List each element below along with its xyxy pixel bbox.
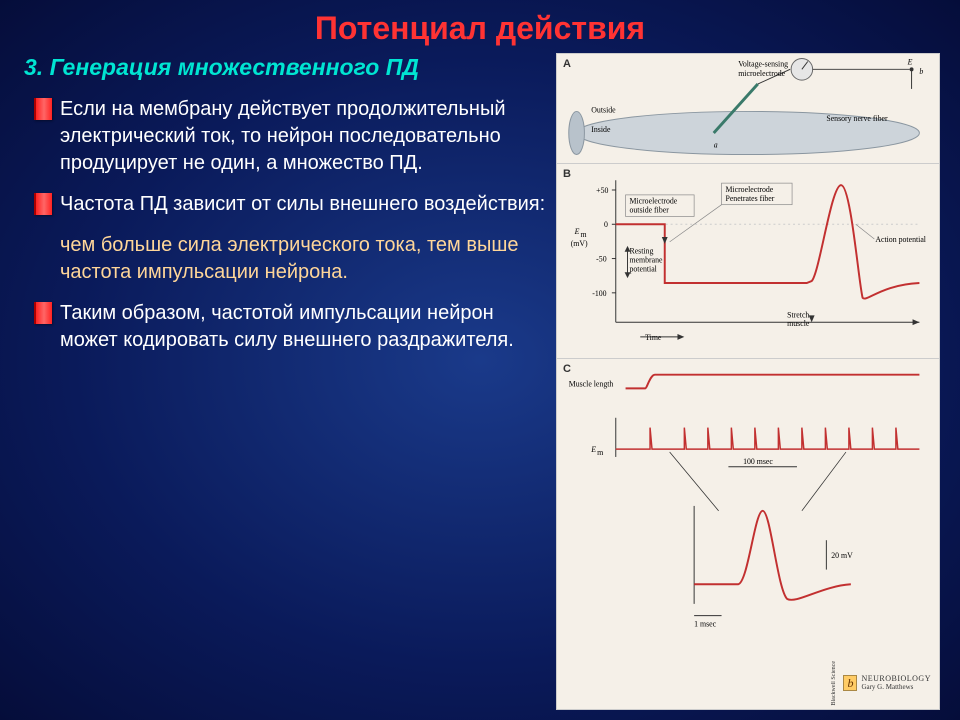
bullet-icon (34, 193, 52, 215)
y-axis-label: E (574, 227, 580, 236)
label-outside: Outside (591, 105, 616, 114)
label-em: E (590, 445, 596, 454)
ytick-0: +50 (596, 186, 608, 195)
label-100msec: 100 msec (743, 457, 773, 466)
figure-credit: Blackwell Science b NEUROBIOLOGY Gary G.… (831, 661, 931, 705)
bullet-icon (34, 98, 52, 120)
anno-micro-outside-2: outside fiber (629, 206, 669, 215)
anno-penetrates-2: Penetrates fiber (725, 194, 774, 203)
ytick-3: -100 (592, 289, 606, 298)
anno-resting-2: membrane (629, 255, 663, 264)
credit-logo: b (843, 675, 857, 691)
subtitle: 3. Генерация множественного ПД (20, 53, 550, 82)
panel-a-label: A (563, 58, 571, 70)
anno-penetrates-1: Microelectrode (725, 185, 773, 194)
credit-title: NEUROBIOLOGY (861, 674, 931, 683)
bullet-icon (34, 302, 52, 324)
anno-resting-3: potential (629, 264, 657, 273)
label-a: a (714, 141, 718, 150)
label-em-sub: m (597, 448, 603, 457)
ytick-1: 0 (604, 220, 608, 229)
label-muscle-length: Muscle length (569, 379, 614, 388)
y-axis-unit: (mV) (571, 239, 588, 248)
label-sensory: Sensory nerve fiber (826, 114, 888, 123)
sub-text: чем больше сила электрического тока, тем… (20, 232, 550, 286)
label-b: b (919, 67, 923, 76)
bullet-1: Если на мембрану действует продолжительн… (20, 96, 550, 177)
label-20mv: 20 mV (831, 551, 853, 560)
bullet-text: Если на мембрану действует продолжительн… (60, 96, 550, 177)
anno-resting-1: Resting (629, 247, 653, 256)
y-axis-sub: m (581, 230, 587, 239)
credit-side: Blackwell Science (831, 661, 837, 705)
figure-column: A Voltage-sensing microelect (556, 53, 940, 710)
bullet-2: Частота ПД зависит от силы внешнего возд… (20, 191, 550, 218)
anno-ap: Action potential (875, 235, 926, 244)
figure-panel-a: A Voltage-sensing microelect (557, 54, 939, 164)
content-row: 3. Генерация множественного ПД Если на м… (20, 53, 940, 710)
bullet-3: Таким образом, частотой импульсации нейр… (20, 300, 550, 354)
anno-micro-outside-1: Microelectrode (629, 197, 677, 206)
panel-b-label: B (563, 168, 571, 180)
bullet-text: Таким образом, частотой импульсации нейр… (60, 300, 550, 354)
figure-panel-b: B +50 0 -50 -100 E m (557, 164, 939, 359)
panel-c-label: C (563, 363, 571, 375)
label-e: E (907, 57, 913, 66)
slide-title: Потенциал действия (20, 10, 940, 47)
label-inside: Inside (591, 125, 611, 134)
ytick-2: -50 (596, 254, 607, 263)
left-column: 3. Генерация множественного ПД Если на м… (20, 53, 550, 710)
label-microelectrode: microelectrode (738, 69, 785, 78)
label-voltage-sensing: Voltage-sensing (738, 59, 788, 68)
label-1msec: 1 msec (694, 619, 716, 628)
anno-stretch-1: Stretch (787, 310, 809, 319)
bullet-text: Частота ПД зависит от силы внешнего возд… (60, 191, 550, 218)
figure-panel-c: C Muscle length E m 100 msec (557, 359, 939, 709)
credit-author: Gary G. Matthews (861, 683, 931, 691)
anno-stretch-2: muscle (787, 319, 810, 328)
